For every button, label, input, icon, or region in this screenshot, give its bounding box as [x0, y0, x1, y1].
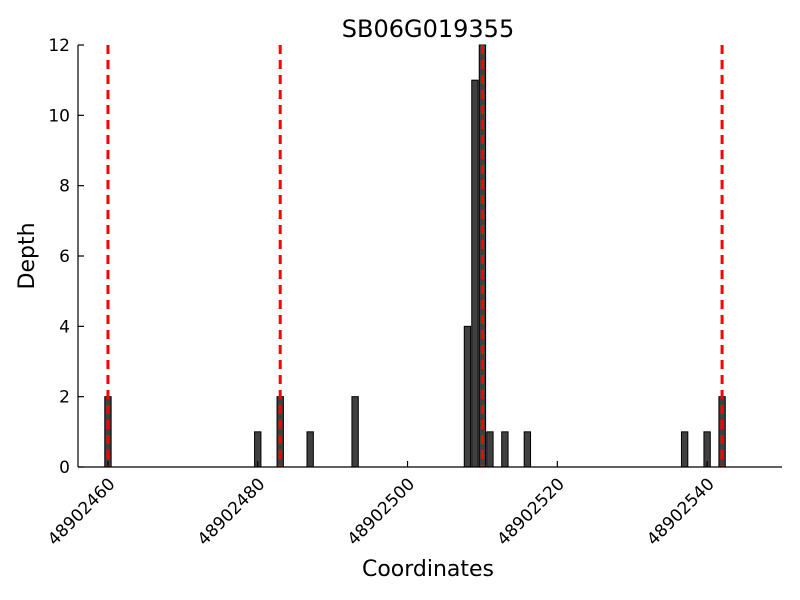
- bar-3: [306, 431, 314, 468]
- y-tick-label-0: 0: [59, 458, 70, 478]
- bar-5: [463, 325, 472, 468]
- x-tick-label-1: 48902480: [194, 474, 269, 549]
- bar-10: [523, 431, 532, 468]
- bar-8: [486, 431, 494, 468]
- y-tick-label-2: 4: [59, 317, 70, 337]
- x-tick-label-2: 48902500: [344, 474, 419, 549]
- y-tick-label-6: 12: [48, 36, 70, 56]
- y-tick-label-4: 8: [59, 177, 70, 197]
- y-ticks-layer: 0 2 4 6 8 10 12: [48, 36, 84, 478]
- x-ticks-layer: 48902460 48902480 48902500 48902520 48902540: [44, 461, 719, 550]
- x-tick-label-0: 48902460: [44, 474, 119, 549]
- x-tick-label-3: 48902520: [494, 474, 569, 549]
- bars-layer: [104, 44, 726, 468]
- bar-9: [501, 431, 509, 468]
- y-tick-label-3: 6: [59, 247, 70, 267]
- x-tick-label-4: 48902540: [643, 474, 718, 549]
- reference-lines-layer: [106, 45, 724, 467]
- chart-title: SB06G019355: [342, 15, 514, 43]
- bar-11: [680, 431, 689, 468]
- x-axis-label: Coordinates: [362, 557, 494, 582]
- y-tick-label-5: 10: [48, 106, 70, 126]
- y-axis-label: Depth: [15, 222, 40, 289]
- bar-6: [471, 79, 479, 468]
- y-tick-label-1: 2: [59, 388, 70, 408]
- bar-4: [351, 396, 359, 468]
